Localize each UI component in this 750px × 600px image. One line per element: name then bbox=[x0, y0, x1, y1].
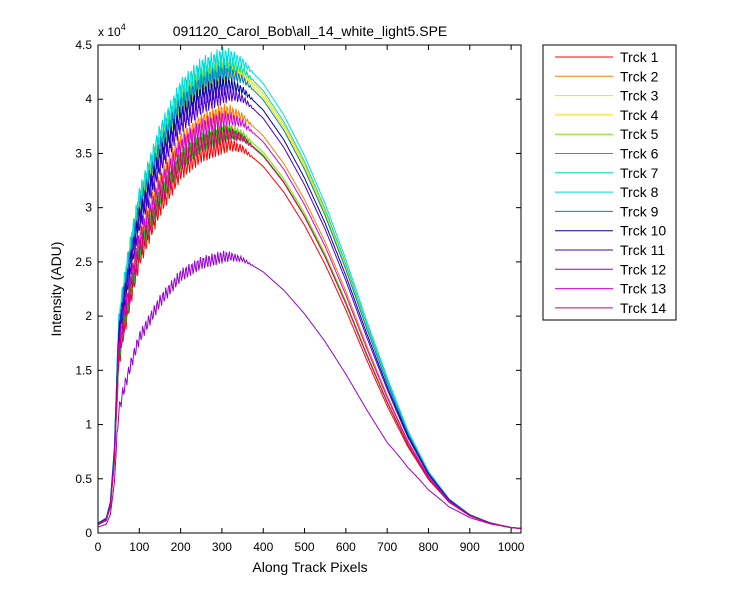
legend-label: Trck 7 bbox=[620, 165, 659, 181]
y-tick-label: 1.5 bbox=[75, 363, 92, 377]
chart-title: 091120_Carol_Bob\all_14_white_light5.SPE bbox=[173, 23, 448, 39]
y-tick-label: 2 bbox=[85, 309, 92, 323]
y-tick-label: 4.5 bbox=[75, 38, 92, 52]
series-line-8 bbox=[97, 46, 521, 529]
legend-label: Trck 11 bbox=[620, 242, 665, 258]
y-tick-label: 2.5 bbox=[75, 255, 92, 269]
x-axis-label: Along Track Pixels bbox=[252, 559, 367, 575]
legend-label: Trck 2 bbox=[620, 68, 659, 84]
x-tick-label: 400 bbox=[253, 540, 273, 554]
x-tick-label: 200 bbox=[171, 540, 191, 554]
y-tick-label: 3 bbox=[85, 201, 92, 215]
x-tick-label: 1000 bbox=[498, 540, 525, 554]
plot-area bbox=[98, 45, 521, 533]
y-axis-multiplier: x 104 bbox=[98, 22, 126, 39]
legend-label: Trck 12 bbox=[620, 261, 666, 277]
y-axis: 0 0.5 1 1.5 2 2.5 3 3.5 4 4.5 bbox=[75, 38, 521, 540]
x-tick-label: 700 bbox=[377, 540, 397, 554]
legend-label: Trck 13 bbox=[620, 281, 666, 297]
x-tick-label: 300 bbox=[212, 540, 232, 554]
series-line-11 bbox=[97, 84, 521, 529]
y-tick-label: 4 bbox=[85, 92, 92, 106]
x-axis: 0 100 200 300 400 500 600 700 800 900 1000 bbox=[95, 45, 525, 554]
legend-label: Trck 8 bbox=[620, 184, 659, 200]
legend: Trck 1 Trck 2 Trck 3 Trck 4 Trck 5 Trck 6 Trck… bbox=[542, 44, 677, 321]
x-tick-label: 800 bbox=[418, 540, 438, 554]
x-tick-label: 900 bbox=[460, 540, 480, 554]
legend-box bbox=[542, 44, 677, 321]
legend-label: Trck 4 bbox=[620, 107, 659, 123]
y-tick-label: 1 bbox=[85, 418, 92, 432]
x-tick-label: 100 bbox=[129, 540, 149, 554]
x-tick-label: 600 bbox=[336, 540, 356, 554]
y-axis-label: Intensity (ADU) bbox=[48, 242, 64, 337]
legend-items: Trck 1 Trck 2 Trck 3 Trck 4 Trck 5 Trck 6 Trck… bbox=[555, 49, 666, 316]
y-axis-multiplier-exponent: 4 bbox=[121, 22, 126, 32]
series-line-13 bbox=[97, 110, 521, 529]
legend-label: Trck 6 bbox=[620, 146, 659, 162]
series-layer bbox=[97, 46, 521, 529]
y-tick-label: 3.5 bbox=[75, 146, 92, 160]
legend-label: Trck 10 bbox=[620, 223, 666, 239]
y-tick-label: 0.5 bbox=[75, 472, 92, 486]
y-tick-label: 0 bbox=[85, 526, 92, 540]
series-line-14 bbox=[97, 125, 521, 529]
legend-label: Trck 1 bbox=[620, 49, 659, 65]
legend-label: Trck 14 bbox=[620, 300, 666, 316]
plot-frame bbox=[97, 44, 522, 534]
series-line-12 bbox=[97, 250, 521, 529]
legend-label: Trck 9 bbox=[620, 203, 659, 219]
legend-label: Trck 5 bbox=[620, 126, 659, 142]
legend-label: Trck 3 bbox=[620, 88, 659, 104]
x-tick-label: 500 bbox=[295, 540, 315, 554]
x-tick-label: 0 bbox=[95, 540, 102, 554]
